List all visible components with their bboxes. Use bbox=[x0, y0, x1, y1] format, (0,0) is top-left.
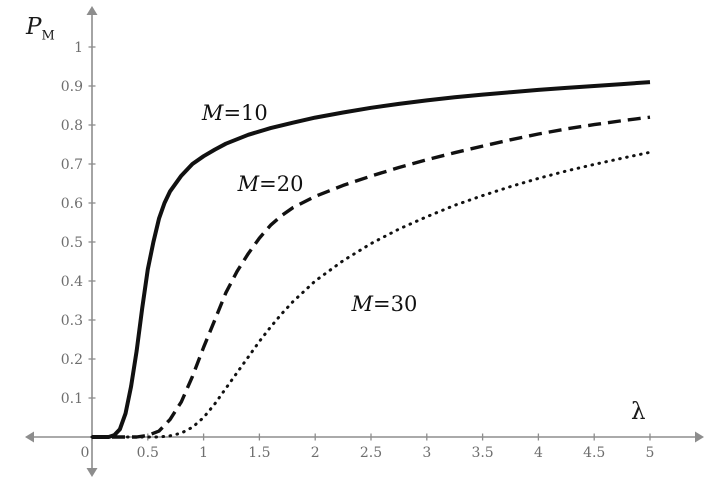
y-axis-label: PM bbox=[26, 14, 55, 44]
svg-text:0.3: 0.3 bbox=[61, 313, 83, 329]
y-axis-label-sub: M bbox=[41, 28, 56, 44]
svg-text:0.8: 0.8 bbox=[61, 118, 83, 134]
curve-label-m20-value: =20 bbox=[259, 171, 304, 196]
svg-text:4.5: 4.5 bbox=[583, 445, 605, 461]
curve-label-m10: M=10 bbox=[202, 101, 268, 125]
curve-label-m30: M=30 bbox=[351, 292, 417, 316]
x-axis-label: λ bbox=[631, 399, 646, 425]
curve-label-m10-var: M bbox=[201, 101, 224, 126]
curve-label-m30-value: =30 bbox=[372, 292, 418, 317]
curve-label-m20: M=20 bbox=[238, 172, 304, 196]
svg-text:0.9: 0.9 bbox=[61, 79, 83, 95]
svg-text:0: 0 bbox=[81, 445, 90, 461]
svg-text:0.4: 0.4 bbox=[61, 274, 83, 290]
svg-text:1.5: 1.5 bbox=[248, 445, 270, 461]
svg-text:0.7: 0.7 bbox=[61, 157, 83, 173]
curve-label-m30-var: M bbox=[351, 292, 373, 317]
svg-text:1: 1 bbox=[74, 40, 83, 56]
svg-text:0.5: 0.5 bbox=[61, 235, 83, 251]
svg-text:3.5: 3.5 bbox=[471, 445, 493, 461]
svg-text:0.6: 0.6 bbox=[61, 196, 83, 212]
svg-text:2.5: 2.5 bbox=[360, 445, 382, 461]
svg-text:4: 4 bbox=[534, 445, 543, 461]
curve-label-m10-value: =10 bbox=[223, 101, 268, 126]
svg-text:0.1: 0.1 bbox=[61, 391, 83, 407]
svg-text:2: 2 bbox=[311, 445, 320, 461]
curve-label-m20-var: M bbox=[237, 171, 260, 196]
svg-text:5: 5 bbox=[646, 445, 655, 461]
svg-text:1: 1 bbox=[199, 445, 208, 461]
y-axis-label-base: P bbox=[26, 14, 42, 40]
svg-text:0.5: 0.5 bbox=[137, 445, 159, 461]
svg-text:3: 3 bbox=[422, 445, 431, 461]
svg-text:0.2: 0.2 bbox=[61, 352, 83, 368]
